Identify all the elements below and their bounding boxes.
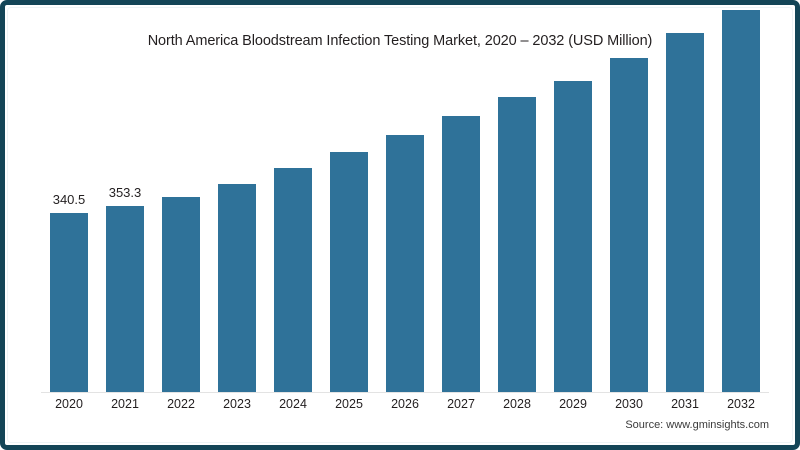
bar-slot: [265, 75, 321, 393]
bar-2030[interactable]: [610, 58, 648, 393]
x-axis-tick-2021: 2021: [111, 397, 139, 411]
source-attribution: Source: www.gminsights.com: [625, 419, 769, 431]
bar-2032[interactable]: [722, 10, 760, 393]
bar-slot: [489, 75, 545, 393]
bar-2022[interactable]: [162, 197, 200, 393]
x-axis-tick-2027: 2027: [447, 397, 475, 411]
bar-2027[interactable]: [442, 116, 480, 393]
bar-slot: [321, 75, 377, 393]
x-axis-tick-2032: 2032: [727, 397, 755, 411]
bar-slot: [377, 75, 433, 393]
bar-2023[interactable]: [218, 184, 256, 393]
bar-series: 340.5 353.3: [41, 10, 769, 393]
plot-area: 340.5 353.3: [41, 10, 769, 393]
bar-2026[interactable]: [386, 135, 424, 393]
bar-value-label-2020: 340.5: [52, 192, 86, 207]
bar-slot: 353.3: [97, 75, 153, 393]
x-axis-tick-2023: 2023: [223, 397, 251, 411]
x-axis-tick-2024: 2024: [279, 397, 307, 411]
page-title: North America Bloodstream Infection Test…: [147, 33, 653, 49]
bar-slot: [433, 75, 489, 393]
bar-slot: [545, 75, 601, 393]
x-axis-tick-2030: 2030: [615, 397, 643, 411]
x-axis-tick-2031: 2031: [671, 397, 699, 411]
bar-2020[interactable]: [50, 213, 88, 393]
bar-2021[interactable]: [106, 206, 144, 393]
x-axis-tick-2029: 2029: [559, 397, 587, 411]
x-axis-tick-2028: 2028: [503, 397, 531, 411]
x-axis-tick-2020: 2020: [55, 397, 83, 411]
x-axis-tick-2026: 2026: [391, 397, 419, 411]
bar-2029[interactable]: [554, 81, 592, 393]
bar-slot: [153, 75, 209, 393]
bar-slot: 340.5: [41, 75, 97, 393]
bar-2025[interactable]: [330, 152, 368, 393]
bar-slot: [713, 10, 769, 393]
bar-2028[interactable]: [498, 97, 536, 393]
bar-slot: [657, 33, 713, 393]
bar-value-label-2021: 353.3: [108, 185, 142, 200]
bar-2024[interactable]: [274, 168, 312, 393]
x-axis-tick-labels: 2020 2021 2022 2023 2024 2025 2026 2027 2028 2029…: [41, 397, 769, 417]
bar-slot: [209, 75, 265, 393]
x-axis-tick-2025: 2025: [335, 397, 363, 411]
bar-slot: [601, 58, 657, 393]
bar-2031[interactable]: [666, 33, 704, 393]
x-axis-baseline: [41, 392, 769, 393]
x-axis-tick-2022: 2022: [167, 397, 195, 411]
